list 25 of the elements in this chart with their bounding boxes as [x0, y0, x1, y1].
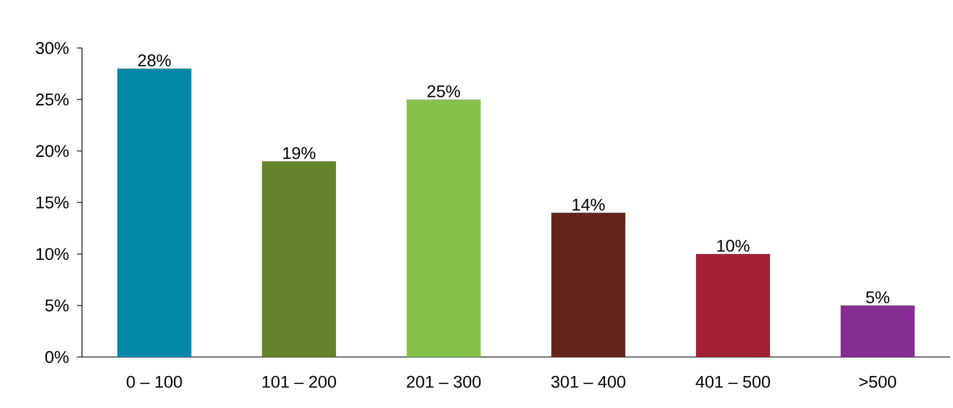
y-tick-label: 0%: [45, 351, 69, 363]
x-tick-label: 0 – 100: [126, 376, 182, 388]
bar: [262, 161, 336, 357]
data-label: 25%: [428, 85, 460, 98]
bar: [696, 254, 770, 357]
x-tick-label: 301 – 400: [551, 376, 626, 388]
x-tick-label: >500: [859, 376, 896, 388]
data-label: 19%: [283, 147, 316, 160]
y-tick-label: 20%: [36, 145, 69, 157]
y-tick-label: 10%: [36, 248, 69, 260]
y-tick-label: 25%: [36, 94, 69, 106]
x-tick-label: 101 – 200: [262, 376, 336, 388]
data-label: 28%: [138, 54, 171, 66]
y-tick-label: 15%: [36, 196, 69, 208]
data-label: 14%: [572, 198, 605, 211]
bar: [406, 99, 481, 357]
y-tick-label: 30%: [36, 42, 69, 54]
y-tick-label: 5%: [45, 300, 69, 312]
x-tick-label: 201 – 300: [406, 376, 481, 388]
bar: [840, 306, 915, 357]
bar: [117, 68, 192, 357]
data-label: 5%: [866, 291, 890, 304]
data-label: 10%: [717, 240, 750, 252]
x-tick-label: 401 – 500: [696, 376, 770, 388]
bar: [551, 212, 626, 357]
